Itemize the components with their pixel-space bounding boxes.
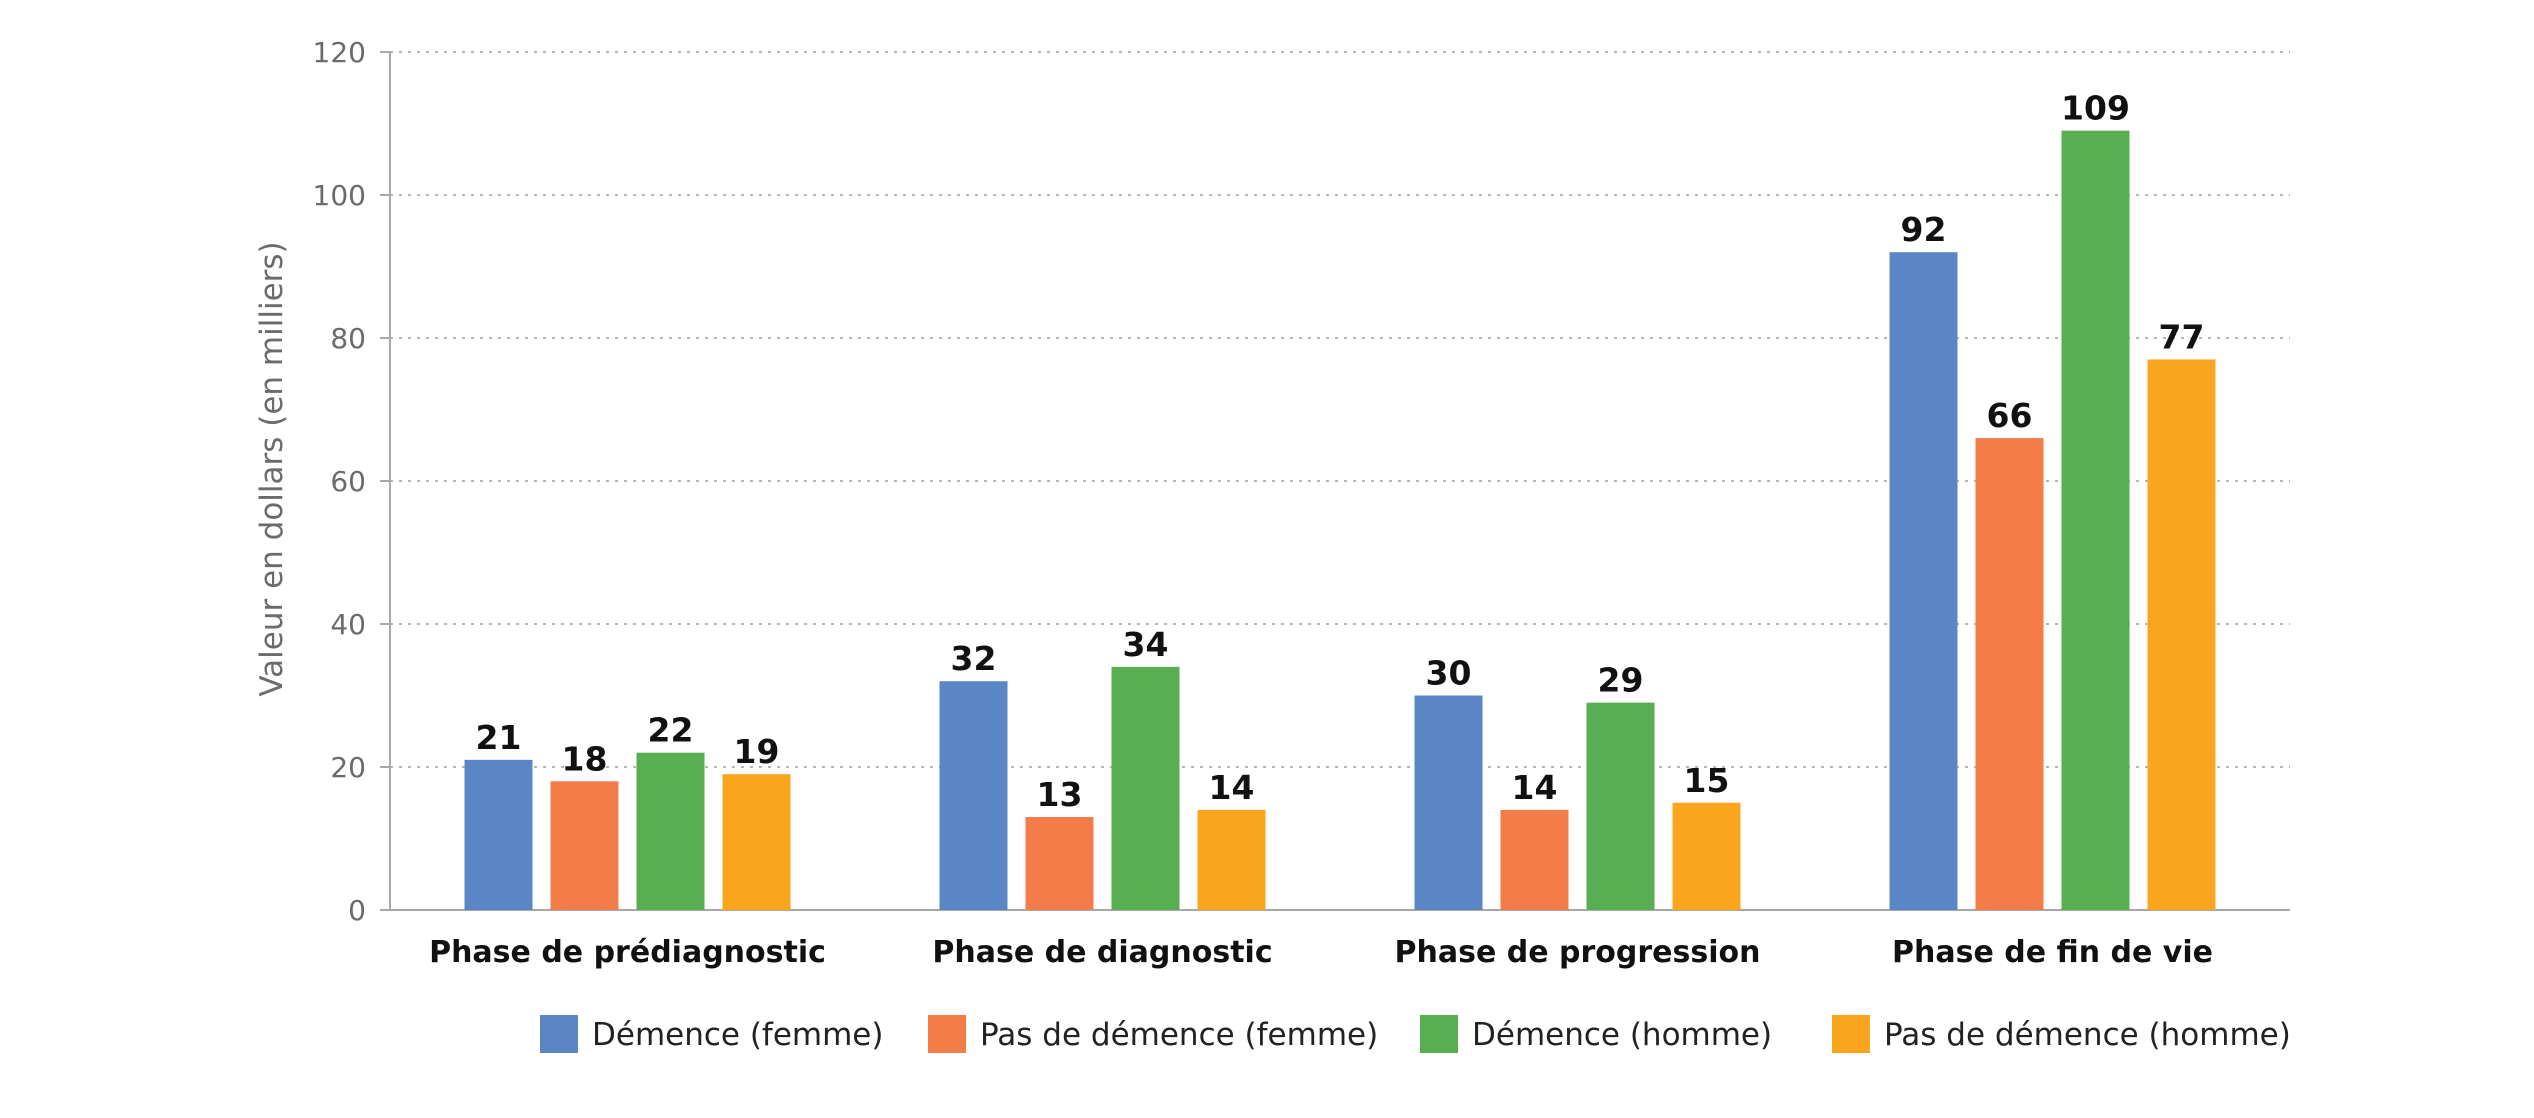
data-label: 15 (1684, 761, 1730, 800)
y-axis-title: Valeur en dollars (en milliers) (254, 241, 290, 696)
y-tick-label: 120 (313, 36, 366, 69)
x-tick-label: Phase de progression (1395, 935, 1761, 970)
bar (2061, 130, 2130, 910)
legend-swatch (928, 1015, 966, 1053)
bar (1889, 252, 1958, 910)
bar (1586, 702, 1655, 910)
data-label: 66 (1987, 396, 2033, 435)
bar (1111, 666, 1180, 910)
bar (1672, 802, 1741, 910)
x-tick-label: Phase de fin de vie (1892, 935, 2213, 970)
bars (464, 130, 2216, 910)
data-label: 14 (1512, 768, 1558, 807)
bar (1197, 809, 1266, 910)
data-label: 19 (734, 732, 780, 771)
y-tick-label: 100 (313, 179, 366, 212)
bar (1500, 809, 1569, 910)
data-label: 29 (1598, 661, 1644, 700)
data-label: 13 (1037, 775, 1083, 814)
data-label: 32 (951, 639, 997, 678)
data-label: 18 (562, 739, 608, 778)
legend-item: Démence (femme) (540, 1015, 883, 1053)
bar (636, 752, 705, 910)
data-label: 109 (2061, 89, 2130, 128)
data-label: 21 (476, 718, 522, 757)
bar (464, 759, 533, 910)
bar (1414, 695, 1483, 910)
gridlines (390, 51, 2290, 768)
y-tick-label: 60 (330, 465, 366, 498)
bar (1025, 817, 1094, 910)
legend-item: Pas de démence (homme) (1832, 1015, 2291, 1053)
data-label: 22 (648, 711, 694, 750)
legend-item: Démence (homme) (1420, 1015, 1772, 1053)
y-tick-label: 20 (330, 751, 366, 784)
data-label: 77 (2159, 317, 2205, 356)
data-label: 34 (1123, 625, 1169, 664)
y-tick-label: 0 (348, 894, 366, 927)
axes: 0 20 40 60 80 100 120 Phase de prédiagnostic Pha… (313, 36, 2290, 970)
legend-swatch (1420, 1015, 1458, 1053)
legend: Démence (femme) Pas de démence (femme) Dém… (540, 1015, 2291, 1053)
data-label: 92 (1901, 210, 1947, 249)
legend-item: Pas de démence (femme) (928, 1015, 1378, 1053)
legend-label: Pas de démence (femme) (980, 1017, 1378, 1053)
bar (722, 774, 791, 910)
y-tick-label: 40 (330, 608, 366, 641)
data-labels: 21 18 22 19 32 13 34 14 30 14 29 15 92 66 109 77 (476, 89, 2205, 814)
x-tick-label: Phase de diagnostic (932, 935, 1272, 970)
bar (1975, 438, 2044, 910)
legend-label: Pas de démence (homme) (1884, 1017, 2291, 1053)
legend-swatch (1832, 1015, 1870, 1053)
data-label: 30 (1426, 654, 1472, 693)
data-label: 14 (1209, 768, 1255, 807)
legend-swatch (540, 1015, 578, 1053)
bar (550, 781, 619, 910)
legend-label: Démence (homme) (1472, 1017, 1772, 1053)
bar (939, 681, 1008, 910)
x-tick-label: Phase de prédiagnostic (429, 935, 826, 970)
legend-label: Démence (femme) (592, 1017, 883, 1053)
bar (2147, 359, 2216, 910)
y-tick-label: 80 (330, 322, 366, 355)
